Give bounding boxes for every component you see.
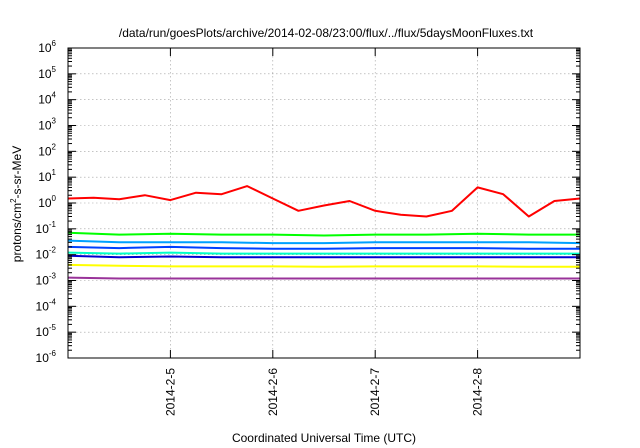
series-line: [67, 185, 581, 218]
y-tick-base: 10: [36, 325, 50, 339]
data-series: [67, 185, 581, 280]
y-axis-label-exponent: 2: [9, 198, 18, 203]
y-tick-base: 10: [38, 144, 52, 158]
y-tick-base: 10: [36, 351, 50, 365]
y-axis-label-main: protons/cm: [10, 203, 24, 262]
series-line: [67, 231, 580, 237]
y-tick-base: 10: [38, 170, 52, 184]
x-tick-label: 2014-2-6: [266, 368, 280, 416]
y-tick-label: 106: [38, 39, 56, 55]
y-tick-exponent: 4: [52, 91, 57, 100]
y-tick-label: 10-5: [36, 323, 57, 339]
x-tick-label: 2014-2-7: [368, 368, 382, 416]
y-tick-label: 105: [38, 65, 56, 81]
series-line: [67, 254, 580, 259]
y-tick-base: 10: [36, 222, 50, 236]
y-tick-label: 10-6: [36, 349, 57, 365]
y-tick-exponent: -3: [49, 272, 57, 281]
y-tick-base: 10: [38, 93, 52, 107]
y-tick-exponent: -5: [49, 323, 57, 332]
y-tick-exponent: -2: [49, 246, 57, 255]
series-line: [67, 263, 580, 268]
y-tick-base: 10: [36, 248, 50, 262]
series-line: [67, 276, 580, 280]
y-tick-exponent: 0: [52, 194, 57, 203]
y-tick-exponent: -4: [49, 297, 57, 306]
y-tick-exponent: 6: [52, 39, 57, 48]
y-tick-label: 10-3: [36, 272, 57, 288]
y-tick-base: 10: [38, 41, 52, 55]
y-tick-label: 10-1: [36, 220, 57, 236]
series-line: [67, 239, 581, 245]
y-tick-exponent: 2: [52, 142, 57, 151]
y-tick-exponent: -6: [49, 349, 57, 358]
y-tick-label: 101: [38, 168, 56, 184]
series-line: [67, 245, 580, 250]
y-axis-label: protons/cm2-s-sr-MeV: [9, 146, 24, 262]
x-tick-label: 2014-2-5: [163, 368, 177, 416]
y-tick-exponent: 3: [52, 117, 57, 126]
y-tick-base: 10: [36, 299, 50, 313]
y-tick-base: 10: [38, 119, 52, 133]
y-tick-label: 103: [38, 117, 56, 133]
y-tick-label: 10-4: [36, 297, 57, 313]
y-tick-label: 10-2: [36, 246, 57, 262]
y-tick-base: 10: [38, 67, 52, 81]
y-axis-label-units: -s-sr-MeV: [10, 146, 24, 199]
y-tick-base: 10: [36, 274, 50, 288]
y-tick-exponent: 5: [52, 65, 57, 74]
y-tick-exponent: 1: [52, 168, 57, 177]
y-tick-base: 10: [38, 196, 52, 210]
series-line: [67, 251, 580, 255]
y-tick-label: 100: [38, 194, 56, 210]
x-tick-label: 2014-2-8: [471, 368, 485, 416]
y-tick-label: 102: [38, 142, 56, 158]
chart-title: /data/run/goesPlots/archive/2014-02-08/2…: [119, 26, 534, 40]
y-tick-exponent: -1: [49, 220, 57, 229]
grid-lines: [68, 47, 580, 359]
axes: 10-610-510-410-310-210-11001011021031041…: [36, 39, 580, 416]
y-tick-label: 104: [38, 91, 56, 107]
x-axis-label: Coordinated Universal Time (UTC): [232, 431, 416, 445]
